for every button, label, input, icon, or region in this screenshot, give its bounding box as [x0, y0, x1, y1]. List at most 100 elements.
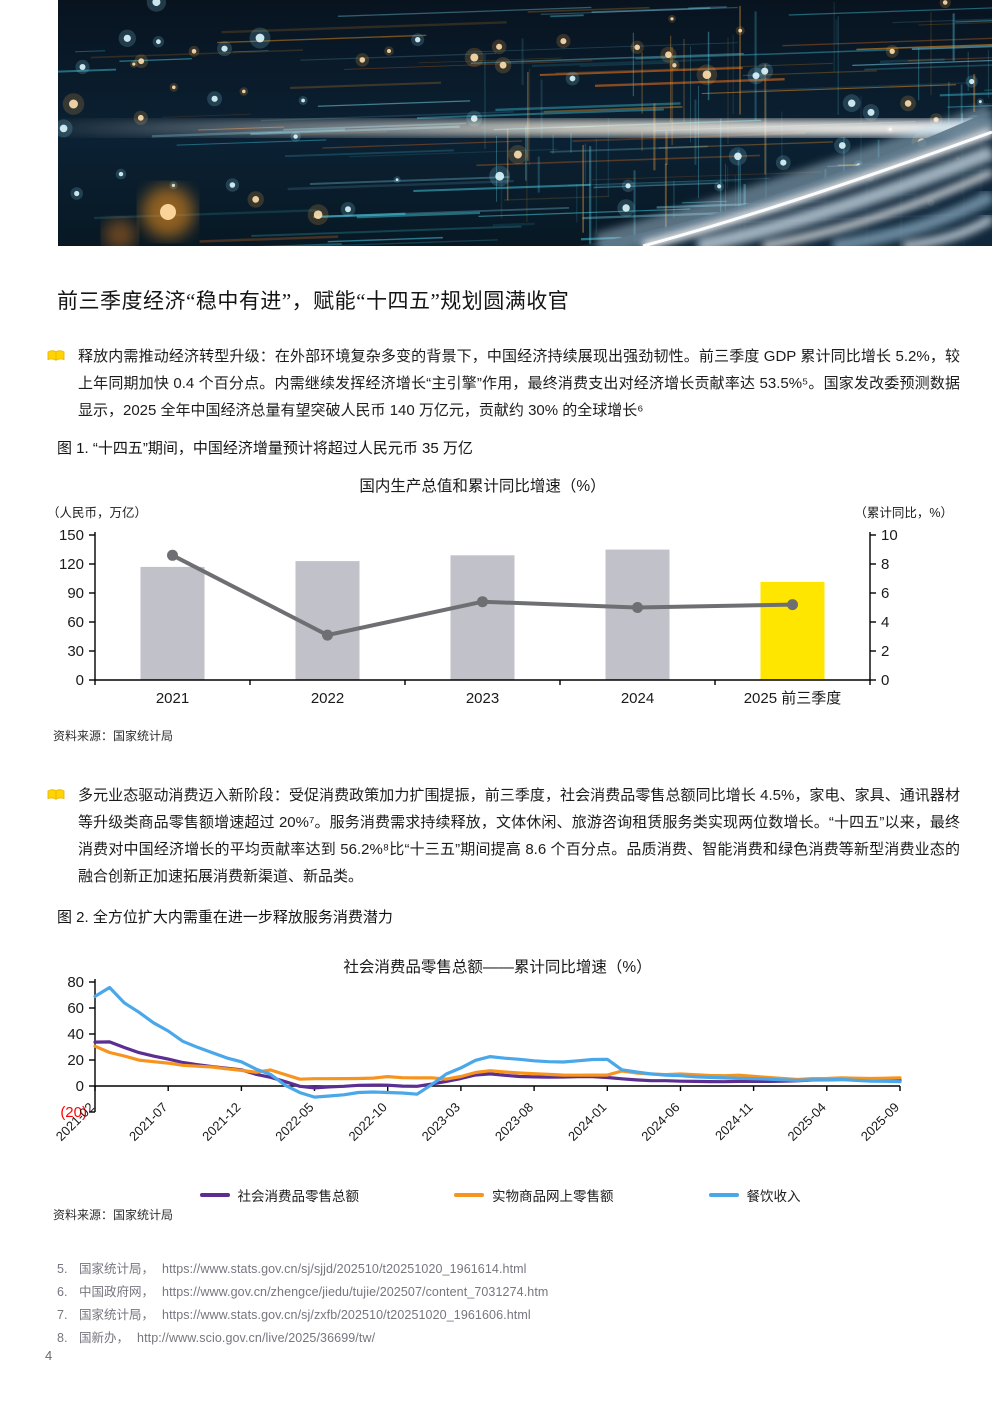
chart2-ytick-labels: 80 60 40 20 0: [67, 974, 84, 1095]
svg-text:4: 4: [881, 614, 889, 631]
footnote-number: 6.: [57, 1285, 68, 1299]
svg-text:2023-08: 2023-08: [492, 1100, 536, 1144]
chart1-right-axis-unit: （累计同比，%）: [854, 506, 953, 520]
figure1-gdp-chart: 国内生产总值和累计同比增速（%） （人民币，万亿） （累计同比，%） 0 30 60 90 1…: [45, 475, 955, 725]
paragraph-consumption: 多元业态驱动消费迈入新阶段：受促消费政策加力扩围提振，前三季度，社会消费品零售总…: [78, 787, 960, 885]
svg-text:120: 120: [59, 556, 84, 573]
figure1-caption: 图 1. “十四五”期间，中国经济增量预计将超过人民元币 35 万亿: [57, 440, 473, 457]
svg-text:2022: 2022: [311, 690, 344, 707]
legend-label-retail-total: 社会消费品零售总额: [237, 1189, 360, 1204]
page-number: 4: [45, 1348, 53, 1363]
footnote-5: 5. 国家统计局， https://www.stats.gov.cn/sj/sj…: [57, 1258, 957, 1281]
figure2-legend: 社会消费品零售总额 实物商品网上零售额 餐饮收入: [45, 1185, 955, 1205]
svg-text:80: 80: [67, 974, 84, 991]
footnote-link[interactable]: https://www.stats.gov.cn/sj/sjjd/202510/…: [162, 1262, 527, 1276]
gdp-growth-point-2022: [322, 629, 333, 641]
footnote-link[interactable]: https://www.gov.cn/zhengce/jiedu/tujie/2…: [162, 1285, 549, 1299]
legend-swatch-orange: [454, 1193, 484, 1197]
svg-text:0: 0: [76, 1078, 84, 1095]
svg-text:2025 前三季度: 2025 前三季度: [744, 690, 842, 707]
chart2-axes: [89, 979, 901, 1113]
legend-item-retail-total: 社会消费品零售总额: [199, 1185, 360, 1205]
svg-text:2025-09: 2025-09: [858, 1100, 902, 1144]
hero-image: [58, 0, 992, 246]
svg-text:10: 10: [881, 527, 898, 544]
paragraph-internal-demand: 释放内需推动经济转型升级：在外部环境复杂多变的背景下，中国经济持续展现出强劲韧性…: [78, 348, 960, 419]
gdp-bar-2024: [605, 549, 670, 680]
chart2-xtick-labels: 2021-02 2021-07 2021-12 2022-05 2022-10 2023-…: [53, 1100, 902, 1144]
gdp-bars: [140, 549, 825, 680]
chart2-negative-tick: (20): [60, 1104, 87, 1121]
page-title: 前三季度经济“稳中有进”，赋能“十四五”规划圆满收官: [57, 289, 570, 313]
series-line-餐饮收入: [93, 985, 902, 1099]
gdp-growth-point-2021: [167, 549, 178, 561]
gdp-growth-point-2024: [632, 602, 643, 613]
footnote-link[interactable]: http://www.scio.gov.cn/live/2025/36699/t…: [137, 1331, 376, 1345]
svg-text:0: 0: [76, 672, 84, 689]
svg-text:8: 8: [881, 556, 889, 573]
chart1-tick-labels: 0 30 60 90 120 150 0 2 4 6 8 10 2021 2022 2023 2024 2025…: [59, 527, 898, 707]
svg-text:2: 2: [881, 643, 889, 660]
footnote-source: 国新办，: [79, 1331, 130, 1345]
chart1-left-axis-unit: （人民币，万亿）: [47, 505, 147, 520]
svg-text:2021-12: 2021-12: [199, 1100, 243, 1144]
svg-text:2022-05: 2022-05: [272, 1100, 316, 1144]
footnote-8: 8. 国新办， http://www.scio.gov.cn/live/2025…: [57, 1327, 957, 1350]
chart1-title: 国内生产总值和累计同比增速（%）: [359, 477, 605, 495]
figure2-caption: 图 2. 全方位扩大内需重在进一步释放服务消费潜力: [57, 909, 393, 926]
svg-text:150: 150: [59, 527, 84, 544]
svg-text:20: 20: [67, 1052, 84, 1069]
figure1-source-note: 资料来源：国家统计局: [53, 729, 174, 743]
gdp-growth-point-2025 前三季度: [787, 599, 798, 611]
legend-swatch-blue: [708, 1193, 739, 1197]
gdp-bar-2022: [295, 561, 360, 680]
svg-text:2024-11: 2024-11: [712, 1100, 756, 1144]
footnote-source: 中国政府网，: [79, 1285, 155, 1299]
gdp-bar-2021: [140, 566, 205, 680]
chart1-axes: [89, 532, 876, 685]
legend-swatch-purple: [199, 1193, 230, 1197]
figure2-source-note: 资料来源：国家统计局: [53, 1208, 174, 1222]
svg-text:2024: 2024: [621, 690, 654, 707]
footnotes-block: 5. 国家统计局， https://www.stats.gov.cn/sj/sj…: [57, 1258, 957, 1350]
gdp-chart-svg: 国内生产总值和累计同比增速（%）（人民币，万亿） （累计同比，%）03060901…: [47, 477, 953, 707]
gdp-growth-point-2023: [477, 596, 488, 608]
book-icon: [47, 788, 65, 802]
svg-text:40: 40: [67, 1026, 84, 1043]
svg-text:2024-06: 2024-06: [638, 1100, 682, 1144]
figure2-retail-chart: 社会消费品零售总额——累计同比增速（%） 80 60 40 20 0 (20) 2021-02…: [45, 952, 955, 1170]
footnote-source: 国家统计局，: [79, 1262, 155, 1276]
footnote-7: 7. 国家统计局， https://www.stats.gov.cn/sj/zx…: [57, 1304, 957, 1327]
hero-art-svg: [58, 0, 992, 246]
legend-label-catering: 餐饮收入: [746, 1189, 801, 1204]
svg-text:2023-03: 2023-03: [419, 1100, 463, 1144]
legend-label-online-goods: 实物商品网上零售额: [492, 1189, 614, 1204]
footnote-source: 国家统计局，: [79, 1308, 155, 1322]
svg-text:0: 0: [881, 672, 889, 689]
svg-text:2022-10: 2022-10: [345, 1100, 389, 1144]
gdp-bar-2025 前三季度: [760, 581, 825, 680]
svg-text:60: 60: [67, 614, 84, 631]
svg-text:2025-04: 2025-04: [785, 1100, 829, 1144]
svg-text:6: 6: [881, 585, 889, 602]
svg-text:60: 60: [67, 1000, 84, 1017]
svg-text:30: 30: [67, 643, 84, 660]
footnote-number: 5.: [57, 1262, 68, 1276]
retail-chart-svg: 社会消费品零售总额——累计同比增速（%）806040200(20)2021-02…: [53, 958, 902, 1144]
series-line-实物商品网上零售额: [93, 1044, 902, 1082]
chart2-title: 社会消费品零售总额——累计同比增速（%）: [343, 958, 651, 976]
svg-text:2024-01: 2024-01: [565, 1100, 609, 1144]
legend-item-catering: 餐饮收入: [708, 1185, 801, 1205]
legend-item-online-goods: 实物商品网上零售额: [454, 1185, 614, 1205]
svg-text:90: 90: [67, 585, 84, 602]
svg-text:2023: 2023: [466, 690, 499, 707]
footnote-link[interactable]: https://www.stats.gov.cn/sj/zxfb/202510/…: [162, 1308, 531, 1322]
footnote-number: 8.: [57, 1331, 68, 1345]
book-icon: [47, 349, 65, 363]
svg-text:2021-07: 2021-07: [126, 1100, 170, 1144]
footnote-6: 6. 中国政府网， https://www.gov.cn/zhengce/jie…: [57, 1281, 957, 1304]
gdp-bar-2023: [450, 555, 515, 680]
footnote-number: 7.: [57, 1308, 68, 1322]
svg-text:2021: 2021: [156, 690, 189, 707]
